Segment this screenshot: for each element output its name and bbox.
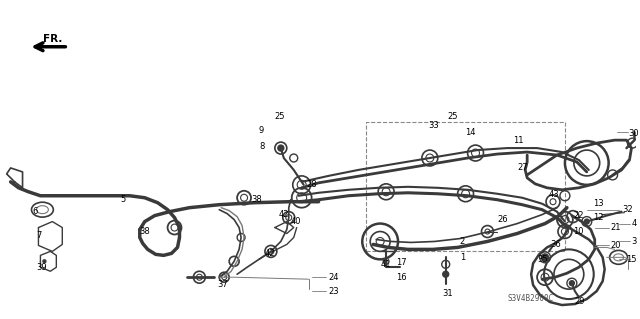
Text: 26: 26 <box>497 215 508 224</box>
Text: 11: 11 <box>513 136 524 145</box>
Text: FR.: FR. <box>43 34 62 44</box>
Text: 42: 42 <box>279 210 289 219</box>
Circle shape <box>570 281 574 286</box>
Text: 38: 38 <box>251 195 262 204</box>
Circle shape <box>443 271 449 277</box>
Text: 5: 5 <box>120 195 125 204</box>
Text: 17: 17 <box>396 258 406 267</box>
Text: 42: 42 <box>265 249 275 258</box>
Circle shape <box>541 254 548 261</box>
Text: 15: 15 <box>627 255 637 264</box>
Circle shape <box>278 145 284 151</box>
Bar <box>366 122 565 251</box>
Text: 23: 23 <box>328 286 339 296</box>
Text: 8: 8 <box>259 142 264 151</box>
Text: 22: 22 <box>574 211 584 220</box>
Text: 36: 36 <box>550 240 561 249</box>
Text: 27: 27 <box>517 163 528 173</box>
Text: 12: 12 <box>593 213 604 222</box>
Text: 28: 28 <box>307 180 317 189</box>
Text: 37: 37 <box>217 280 228 289</box>
Text: 38: 38 <box>140 227 150 236</box>
Text: 13: 13 <box>593 199 604 208</box>
Text: 33: 33 <box>428 121 438 130</box>
Text: 39: 39 <box>36 263 47 272</box>
Circle shape <box>584 219 589 224</box>
Text: 14: 14 <box>465 128 476 137</box>
Text: 30: 30 <box>628 129 639 138</box>
Text: 16: 16 <box>396 273 406 282</box>
Text: 20: 20 <box>611 241 621 250</box>
Text: 43: 43 <box>549 190 559 199</box>
Text: 40: 40 <box>291 217 301 226</box>
Text: 2: 2 <box>460 237 465 246</box>
Text: 32: 32 <box>623 205 633 214</box>
Text: 1: 1 <box>460 253 465 262</box>
Text: 25: 25 <box>275 112 285 121</box>
Text: 31: 31 <box>443 289 453 298</box>
Text: S3V4B2900C: S3V4B2900C <box>508 294 554 303</box>
Text: 29: 29 <box>575 297 586 306</box>
Text: 35: 35 <box>537 255 548 264</box>
Text: 21: 21 <box>611 223 621 232</box>
Text: 24: 24 <box>328 273 339 282</box>
Text: 7: 7 <box>36 231 42 240</box>
Text: 41: 41 <box>380 260 390 269</box>
Text: 10: 10 <box>573 227 584 236</box>
Circle shape <box>43 260 46 263</box>
Text: 4: 4 <box>632 219 637 228</box>
Text: 3: 3 <box>632 237 637 246</box>
Text: 9: 9 <box>259 126 264 135</box>
Text: 6: 6 <box>33 207 38 216</box>
Text: 25: 25 <box>448 112 458 121</box>
